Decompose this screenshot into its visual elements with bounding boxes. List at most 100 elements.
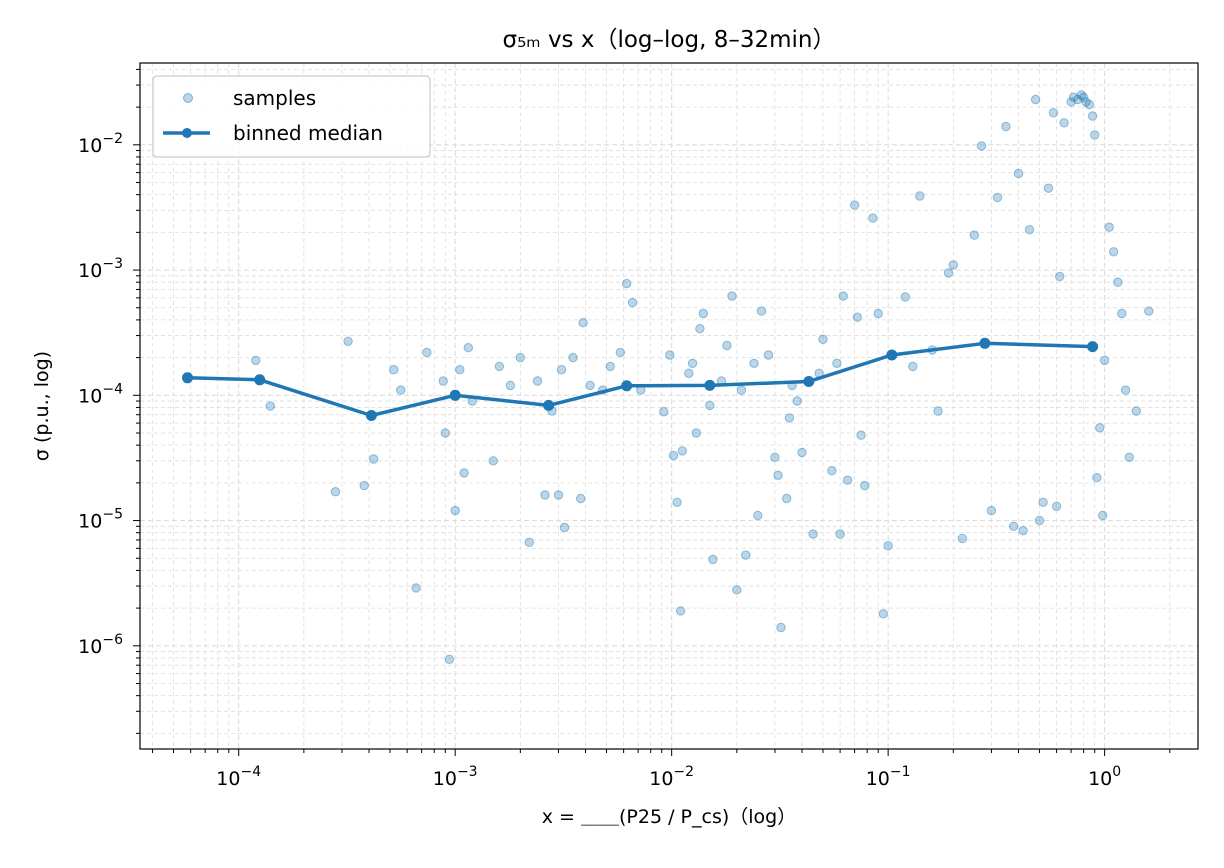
sample-point (698, 308, 708, 319)
sample-point (1144, 306, 1154, 316)
binned-median-point (365, 410, 377, 421)
sample-point (615, 347, 626, 358)
legend-median-label: binned median (233, 121, 383, 145)
sample-point (1092, 473, 1102, 483)
sample-point (708, 554, 718, 565)
sample-point (1078, 92, 1089, 102)
binned-median-point (254, 374, 266, 386)
sample-point (1018, 526, 1028, 536)
sample-point (488, 456, 498, 466)
legend: samples binned median (152, 75, 431, 158)
chart-title: σ₅ₘ vs x（log–log, 8–32min） (503, 27, 836, 53)
sample-point (515, 352, 525, 363)
sample-point (1024, 225, 1035, 235)
sample-point (411, 583, 421, 593)
sample-point (838, 291, 848, 301)
y-tick-label: 10−6 (78, 632, 123, 658)
binned-median-point (449, 389, 461, 401)
binned-median-point (182, 372, 193, 384)
sample-point (849, 200, 860, 210)
sample-point (265, 401, 275, 411)
sample-point (687, 358, 698, 368)
sample-point (808, 529, 818, 539)
sample-point (1055, 271, 1065, 282)
sample-point (827, 466, 837, 476)
sample-point (1099, 355, 1110, 366)
sample-point (1048, 108, 1059, 118)
sample-point (943, 268, 954, 278)
sample-point (1051, 501, 1062, 511)
x-tick-label: 10−3 (433, 764, 478, 790)
sample-point (868, 213, 878, 223)
sample-point (1030, 94, 1041, 105)
x-axis-label: x = ＿＿(P25 / P_cs)（log） (542, 806, 796, 828)
sample-point (900, 292, 910, 302)
y-tick-label: 10−5 (78, 507, 123, 533)
sample-point (856, 430, 866, 440)
y-tick-label: 10−2 (78, 131, 123, 157)
sample-point (782, 493, 792, 504)
sample-point (852, 312, 862, 322)
sample-point (396, 385, 406, 395)
sample-point (1087, 111, 1098, 121)
sample-point (736, 385, 747, 395)
sample-point (976, 141, 987, 151)
sample-point (749, 358, 759, 368)
sample-point (665, 350, 675, 360)
sample-point (1131, 406, 1142, 416)
sample-point (677, 446, 687, 456)
sample-point (1104, 222, 1114, 232)
sample-point (992, 192, 1003, 203)
sample-point (1066, 97, 1076, 107)
sample-point (797, 447, 807, 458)
binned-median-point (1087, 341, 1099, 353)
sample-point (705, 400, 715, 411)
axis-ticks: 10−4 10−3 10−2 10−1 100 10−6 10−5 10−4 10−3 10−2 (78, 68, 1171, 790)
x-tick-label: 10−2 (649, 764, 694, 790)
binned-median-point (803, 376, 815, 387)
sample-point (878, 609, 888, 619)
sample-point (1038, 497, 1048, 507)
sample-point (908, 361, 918, 372)
sample-point (1043, 183, 1054, 193)
sample-point (1084, 99, 1095, 110)
sample-point (438, 376, 448, 386)
sample-point (1117, 308, 1127, 319)
sample-point (540, 490, 550, 500)
sample-point (444, 654, 455, 664)
sample-point (440, 428, 450, 438)
sample-point (251, 355, 261, 366)
sample-point (1090, 130, 1100, 140)
x-tick-label: 100 (1088, 764, 1121, 790)
sample-point (727, 291, 737, 301)
sample-point (691, 428, 701, 438)
sample-point (1076, 90, 1087, 100)
sample-point (1113, 277, 1123, 287)
sample-point (1072, 94, 1083, 105)
sample-point (957, 533, 967, 544)
y-tick-label: 10−3 (78, 256, 123, 282)
sample-point (1095, 423, 1105, 433)
sample-point (684, 368, 694, 378)
sample-point (559, 522, 570, 533)
sample-point (1098, 510, 1108, 521)
sample-point (343, 336, 353, 346)
sample-point (532, 376, 543, 386)
sample-point (659, 407, 669, 417)
sample-point (873, 308, 883, 319)
sample-point (330, 487, 341, 497)
binned-median-point (886, 349, 898, 361)
y-axis-label: σ (p.u., log) (31, 351, 53, 461)
sample-point (622, 278, 632, 289)
sample-point (605, 361, 615, 372)
sample-point (524, 537, 534, 547)
sample-point (1069, 92, 1079, 102)
sample-point (450, 505, 460, 516)
sample-point (389, 365, 399, 375)
sample-point (568, 352, 578, 363)
grid (140, 63, 1198, 749)
x-tick-label: 10−4 (216, 764, 261, 790)
sample-point (627, 297, 638, 308)
legend-box (152, 75, 431, 158)
